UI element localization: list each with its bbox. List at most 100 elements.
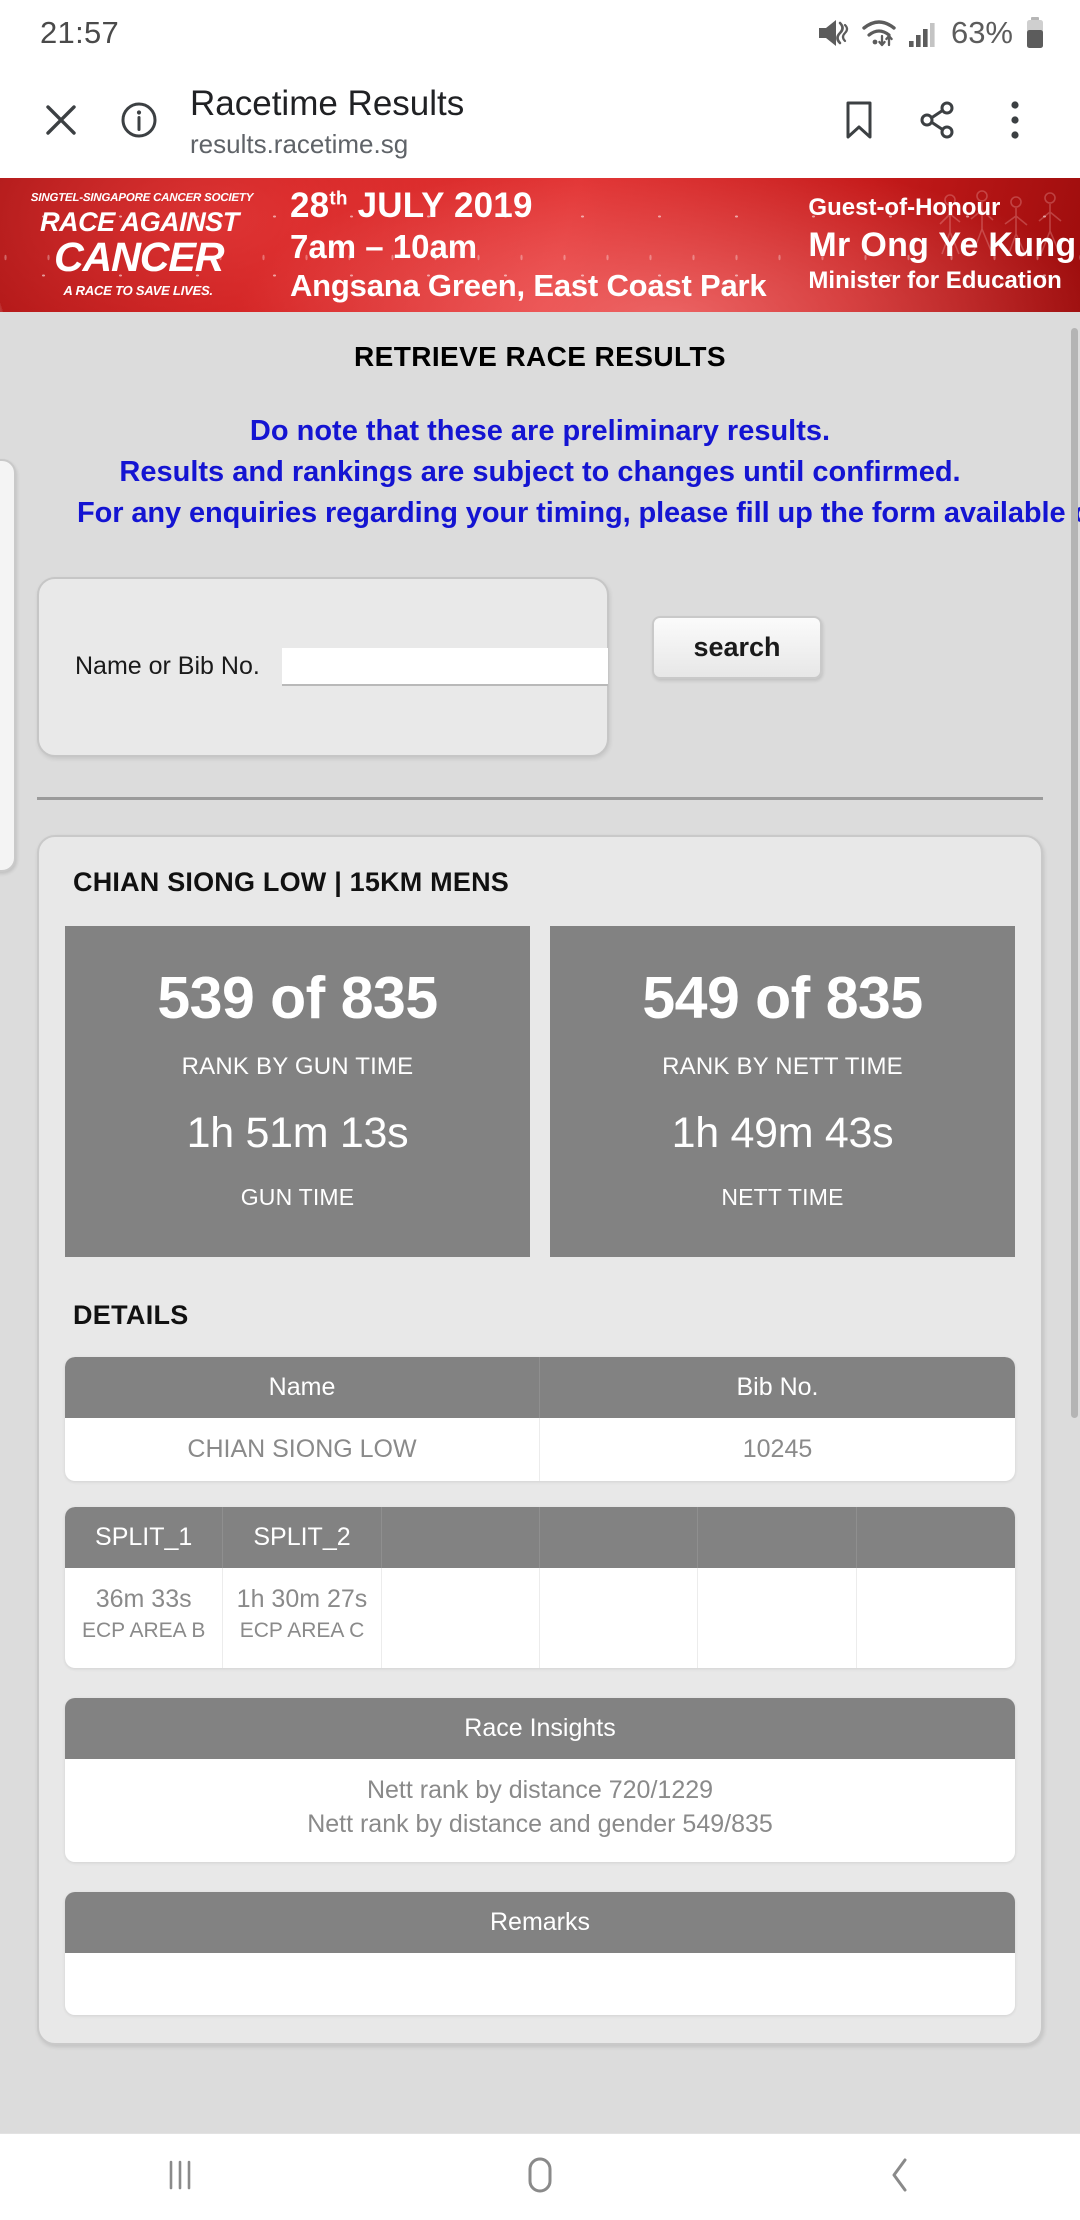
splits-header-2: SPLIT_2 xyxy=(223,1507,382,1569)
result-card: CHIAN SIONG LOW | 15KM MENS 539 of 835 R… xyxy=(37,834,1043,2045)
details-heading: DETAILS xyxy=(73,1300,189,1331)
toolbar-title-block[interactable]: Racetime Results results.racetime.sg xyxy=(178,84,820,159)
recents-icon xyxy=(163,2155,197,2200)
splits-header-4 xyxy=(539,1507,699,1569)
splits-cell-3 xyxy=(381,1568,540,1669)
banner-date: 28th JULY 2019 xyxy=(290,186,766,227)
race-insights-title: Race Insights xyxy=(65,1698,1015,1760)
banner-time: 7am – 10am xyxy=(290,228,478,266)
goh-name: Mr Ong Ye Kung xyxy=(808,225,1077,264)
remarks-title: Remarks xyxy=(65,1891,1015,1953)
share-button[interactable] xyxy=(898,83,976,161)
gun-time-rank-label: RANK BY GUN TIME xyxy=(181,1053,414,1081)
browser-toolbar: Racetime Results results.racetime.sg xyxy=(0,66,1080,178)
banner-content: SINGTEL-SINGAPORE CANCER SOCIETY RACE AG… xyxy=(0,178,1080,312)
table-row: CHIAN SIONG LOW 10245 xyxy=(65,1418,1015,1482)
recents-button[interactable] xyxy=(90,2134,270,2220)
remarks-panel: Remarks xyxy=(65,1891,1015,2015)
banner-runner-figures-decoration xyxy=(939,190,1062,257)
splits-cell-2: 1h 30m 27s ECP AREA C xyxy=(223,1568,382,1669)
goh-title: Minister for Education xyxy=(808,267,1062,295)
splits-table: SPLIT_1 SPLIT_2 36m 33s ECP AREA B xyxy=(65,1507,1015,1669)
banner-dots-decoration xyxy=(0,178,1080,312)
logo-org-line: SINGTEL-SINGAPORE CANCER SOCIETY xyxy=(30,192,254,205)
notice-line-2: Results and rankings are subject to chan… xyxy=(119,456,961,489)
battery-percent-label: 63% xyxy=(950,15,1013,50)
preliminary-results-notice: Do note that these are preliminary resul… xyxy=(37,411,1080,535)
overflow-menu-button[interactable] xyxy=(976,83,1054,161)
back-button[interactable] xyxy=(810,2134,990,2220)
event-banner: SINGTEL-SINGAPORE CANCER SOCIETY RACE AG… xyxy=(0,178,1080,312)
splits-header-3 xyxy=(381,1507,540,1569)
banner-guest-of-honour: Guest-of-Honour Mr Ong Ye Kung Minister … xyxy=(808,194,1076,296)
split-location: ECP AREA C xyxy=(239,1619,365,1643)
notice-line-1: Do note that these are preliminary resul… xyxy=(249,415,831,447)
logo-race-line: RACE AGAINST xyxy=(39,206,239,237)
status-bar-clock: 21:57 xyxy=(40,15,120,50)
close-button[interactable] xyxy=(22,83,100,161)
page-url: results.racetime.sg xyxy=(190,128,409,159)
search-field-label: Name or Bib No. xyxy=(75,652,260,681)
battery-icon xyxy=(1024,16,1046,50)
details-cell-bib: 10245 xyxy=(540,1418,1015,1482)
retrieve-results-heading: RETRIEVE RACE RESULTS xyxy=(354,341,726,372)
splits-header-6 xyxy=(856,1507,1015,1569)
race-logo: SINGTEL-SINGAPORE CANCER SOCIETY RACE AG… xyxy=(29,192,254,298)
home-button[interactable] xyxy=(450,2134,630,2220)
table-row: 36m 33s ECP AREA B 1h 30m 27s ECP AREA C xyxy=(65,1568,1015,1669)
gun-time-value: 1h 51m 13s xyxy=(186,1109,409,1158)
details-header-bib: Bib No. xyxy=(540,1357,1015,1419)
details-table: Name Bib No. CHIAN SIONG LOW 10245 xyxy=(65,1357,1015,1482)
splits-cell-6 xyxy=(856,1568,1015,1669)
banner-date-day: 28 xyxy=(290,185,330,225)
nett-time-stat-box: 549 of 835 RANK BY NETT TIME 1h 49m 43s … xyxy=(550,925,1015,1258)
toolbar-actions xyxy=(820,83,1054,161)
split-location: ECP AREA B xyxy=(81,1619,206,1643)
table-header-row: SPLIT_1 SPLIT_2 xyxy=(65,1507,1015,1569)
close-icon xyxy=(41,100,81,145)
race-insights-panel: Race Insights Nett rank by distance 720/… xyxy=(65,1698,1015,1862)
nett-time-value: 1h 49m 43s xyxy=(671,1109,894,1158)
share-icon xyxy=(916,99,958,146)
logo-tagline: A RACE TO SAVE LIVES. xyxy=(63,282,214,298)
splits-cell-5 xyxy=(698,1568,857,1669)
home-icon xyxy=(520,2153,560,2202)
details-cell-name: CHIAN SIONG LOW xyxy=(65,1418,540,1482)
status-bar-icons: 63% xyxy=(816,15,1046,51)
nett-time-label: NETT TIME xyxy=(721,1184,844,1211)
nett-time-rank: 549 of 835 xyxy=(642,964,923,1031)
table-header-row: Name Bib No. xyxy=(65,1357,1015,1419)
split-time: 36m 33s xyxy=(95,1585,192,1614)
runner-name-category: CHIAN SIONG LOW | 15KM MENS xyxy=(73,866,509,897)
search-row: Name or Bib No. search xyxy=(37,576,1043,757)
status-bar: 21:57 63% xyxy=(0,0,1080,66)
info-icon xyxy=(118,99,160,146)
gun-time-label: GUN TIME xyxy=(240,1184,355,1211)
site-info-button[interactable] xyxy=(100,83,178,161)
details-header-name: Name xyxy=(65,1357,540,1419)
offscreen-card-edge xyxy=(0,459,16,872)
section-divider xyxy=(37,796,1043,800)
back-icon xyxy=(883,2153,917,2202)
page-scrollbar[interactable] xyxy=(1070,178,1080,2133)
race-insight-line-1: Nett rank by distance 720/1229 xyxy=(366,1776,714,1805)
search-panel: Name or Bib No. xyxy=(37,576,609,757)
splits-cell-1: 36m 33s ECP AREA B xyxy=(65,1568,224,1669)
scrollbar-thumb[interactable] xyxy=(1071,328,1078,1418)
race-insight-line-2: Nett rank by distance and gender 549/835 xyxy=(307,1810,773,1839)
page-title: Racetime Results xyxy=(190,84,465,124)
banner-event-details: 28th JULY 2019 7am – 10am Angsana Green,… xyxy=(290,186,767,305)
mute-vibrate-icon xyxy=(816,17,850,49)
webview: SINGTEL-SINGAPORE CANCER SOCIETY RACE AG… xyxy=(0,178,1080,2133)
search-input[interactable] xyxy=(281,647,608,686)
goh-label: Guest-of-Honour xyxy=(808,193,1001,221)
wifi-icon xyxy=(861,17,897,49)
nett-time-rank-label: RANK BY NETT TIME xyxy=(662,1053,903,1081)
splits-header-1: SPLIT_1 xyxy=(65,1507,224,1569)
search-button[interactable]: search xyxy=(652,615,822,679)
banner-venue: Angsana Green, East Coast Park xyxy=(290,268,767,304)
notice-line-3: For any enquiries regarding your timing,… xyxy=(77,497,1080,530)
gun-time-stat-box: 539 of 835 RANK BY GUN TIME 1h 51m 13s G… xyxy=(65,925,530,1258)
bookmark-button[interactable] xyxy=(820,83,898,161)
more-vertical-icon xyxy=(1009,98,1021,147)
